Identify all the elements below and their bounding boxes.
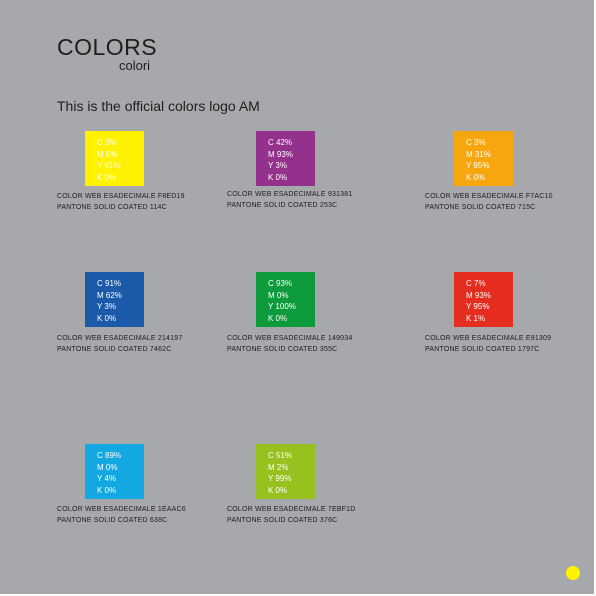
cmyk-cyan: C 3% — [466, 138, 486, 147]
swatch-caption: COLOR WEB ESADECIMALE 1EAAC6 PANTONE SOL… — [57, 505, 186, 526]
cmyk-black: K 1% — [466, 313, 486, 323]
cmyk-yellow: Y 91% — [97, 161, 121, 170]
cmyk-black: K 0% — [97, 172, 117, 182]
cmyk-magenta: M 93% — [268, 149, 293, 159]
cmyk-black: K 0% — [268, 313, 288, 323]
cmyk-black: K 0% — [268, 172, 288, 182]
cmyk-black: K 0% — [97, 313, 117, 323]
color-swatch-orange: C 3% M 31% Y 95% K 0% — [454, 131, 513, 186]
web-hex-label: COLOR WEB ESADECIMALE 1EAAC6 — [57, 506, 186, 513]
cmyk-yellow: Y 95% — [466, 161, 490, 170]
cmyk-magenta: M 0% — [97, 462, 118, 472]
cmyk-black: K 0% — [97, 485, 117, 495]
cmyk-yellow: Y 3% — [268, 161, 287, 170]
web-hex-label: COLOR WEB ESADECIMALE F7AC10 — [425, 193, 553, 200]
cmyk-magenta: M 31% — [466, 149, 491, 159]
cmyk-cyan: C 51% — [268, 451, 293, 460]
web-hex-label: COLOR WEB ESADECIMALE 931381 — [227, 191, 353, 198]
color-swatch-cyan: C 89% M 0% Y 4% K 0% — [85, 444, 144, 499]
cmyk-magenta: M 93% — [466, 290, 491, 300]
cmyk-cyan: C 42% — [268, 138, 293, 147]
pantone-label: PANTONE SOLID COATED 1797C — [425, 345, 540, 353]
cmyk-magenta: M 62% — [97, 290, 122, 300]
page-subtitle: colori — [119, 58, 151, 73]
web-hex-label: COLOR WEB ESADECIMALE 149034 — [227, 335, 353, 342]
pantone-label: PANTONE SOLID COATED 376C — [227, 516, 338, 524]
cmyk-magenta: M 6% — [97, 149, 118, 159]
swatch-caption: COLOR WEB ESADECIMALE 149034 PANTONE SOL… — [227, 334, 352, 355]
pantone-label: PANTONE SOLID COATED 253C — [227, 201, 338, 209]
cmyk-yellow: Y 95% — [466, 302, 490, 311]
cmyk-yellow: Y 99% — [268, 474, 292, 483]
swatch-caption: COLOR WEB ESADECIMALE E91309 PANTONE SOL… — [425, 334, 551, 355]
swatch-caption: COLOR WEB ESADECIMALE F8ED19 PANTONE SOL… — [57, 192, 185, 213]
pantone-label: PANTONE SOLID COATED 355C — [227, 345, 338, 353]
cmyk-cyan: C 89% — [97, 451, 122, 460]
cmyk-cyan: C 7% — [466, 279, 486, 288]
pantone-label: PANTONE SOLID COATED 638C — [57, 516, 168, 524]
cmyk-cyan: C 3% — [97, 138, 117, 147]
color-swatch-red: C 7% M 93% Y 95% K 1% — [454, 272, 513, 327]
cmyk-magenta: M 2% — [268, 462, 289, 472]
web-hex-label: COLOR WEB ESADECIMALE 214197 — [57, 335, 183, 342]
color-swatch-green: C 93% M 0% Y 100% K 0% — [256, 272, 315, 327]
cmyk-yellow: Y 4% — [97, 474, 116, 483]
cmyk-cyan: C 91% — [97, 279, 122, 288]
swatch-caption: COLOR WEB ESADECIMALE 7EBF1D PANTONE SOL… — [227, 505, 356, 526]
cmyk-black: K 0% — [466, 172, 486, 182]
cmyk-magenta: M 0% — [268, 290, 289, 300]
cmyk-yellow: Y 3% — [97, 302, 116, 311]
swatch-caption: COLOR WEB ESADECIMALE 214197 PANTONE SOL… — [57, 334, 182, 355]
cmyk-black: K 0% — [268, 485, 288, 495]
web-hex-label: COLOR WEB ESADECIMALE E91309 — [425, 335, 552, 342]
swatch-caption: COLOR WEB ESADECIMALE 931381 PANTONE SOL… — [227, 190, 352, 211]
color-swatch-yellow: C 3% M 6% Y 91% K 0% — [85, 131, 144, 186]
cmyk-cyan: C 93% — [268, 279, 293, 288]
decorative-dot — [566, 566, 580, 580]
pantone-label: PANTONE SOLID COATED 715C — [425, 203, 536, 211]
page-title: COLORS — [57, 34, 158, 60]
pantone-label: PANTONE SOLID COATED 7462C — [57, 345, 172, 353]
web-hex-label: COLOR WEB ESADECIMALE 7EBF1D — [227, 506, 356, 513]
web-hex-label: COLOR WEB ESADECIMALE F8ED19 — [57, 193, 185, 200]
intro-text: This is the official colors logo AM — [57, 98, 260, 114]
swatch-caption: COLOR WEB ESADECIMALE F7AC10 PANTONE SOL… — [425, 192, 553, 213]
color-swatch-blue: C 91% M 62% Y 3% K 0% — [85, 272, 144, 327]
color-swatch-lime: C 51% M 2% Y 99% K 0% — [256, 444, 315, 499]
cmyk-yellow: Y 100% — [268, 302, 296, 311]
color-swatch-purple: C 42% M 93% Y 3% K 0% — [256, 131, 315, 186]
pantone-label: PANTONE SOLID COATED 114C — [57, 203, 167, 211]
